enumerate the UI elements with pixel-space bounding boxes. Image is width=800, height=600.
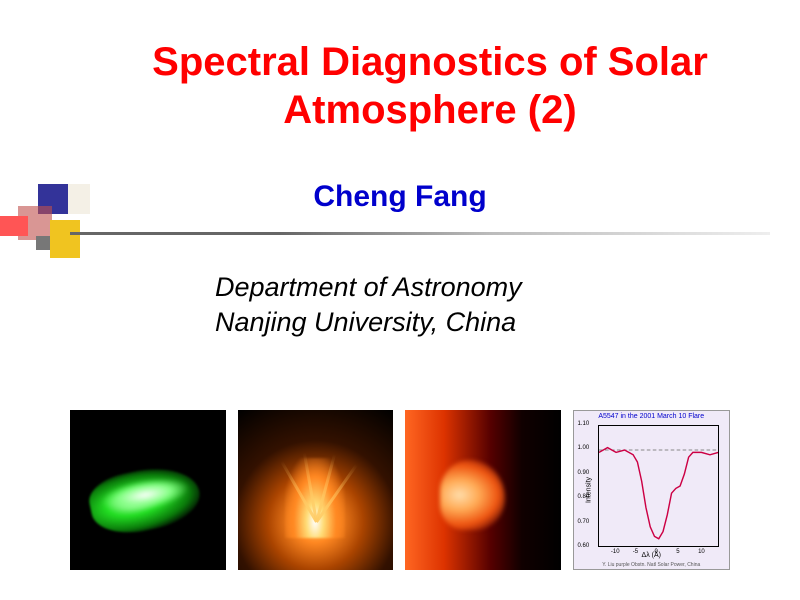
image-row: A5547 in the 2001 March 10 Flare 04:03:3… — [70, 410, 730, 570]
decoration-square — [36, 236, 50, 250]
spectral-curve — [599, 448, 719, 539]
plot-ytick: 1.10 — [578, 421, 590, 427]
decoration-square — [0, 216, 28, 236]
slide-author: Cheng Fang — [0, 180, 800, 214]
affiliation-line: Nanjing University, China — [215, 305, 522, 340]
solar-image-prominence — [405, 410, 561, 570]
slide-affiliation: Department of Astronomy Nanjing Universi… — [215, 270, 522, 340]
plot-area — [598, 425, 720, 547]
plot-ytick: 0.70 — [578, 519, 590, 525]
decoration-square — [50, 220, 80, 258]
plot-ytick: 0.80 — [578, 494, 590, 500]
plot-ytick: 0.60 — [578, 543, 590, 549]
plot-ytick: 1.00 — [578, 445, 590, 451]
plot-xlabel: Δλ (Å) — [574, 552, 730, 559]
plot-credit: Y. Liu purple Obstn. Natl Solar Power, C… — [574, 562, 730, 568]
spectral-plot: A5547 in the 2001 March 10 Flare 04:03:3… — [573, 410, 731, 570]
slide-title: Spectral Diagnostics of Solar Atmosphere… — [110, 38, 750, 134]
solar-image-orange-flare — [238, 410, 394, 570]
affiliation-line: Department of Astronomy — [215, 270, 522, 305]
plot-title: A5547 in the 2001 March 10 Flare — [574, 413, 730, 420]
plot-svg — [599, 426, 719, 546]
solar-image-green-loops — [70, 410, 226, 570]
plot-ytick: 0.90 — [578, 470, 590, 476]
decoration-rule — [70, 232, 770, 235]
